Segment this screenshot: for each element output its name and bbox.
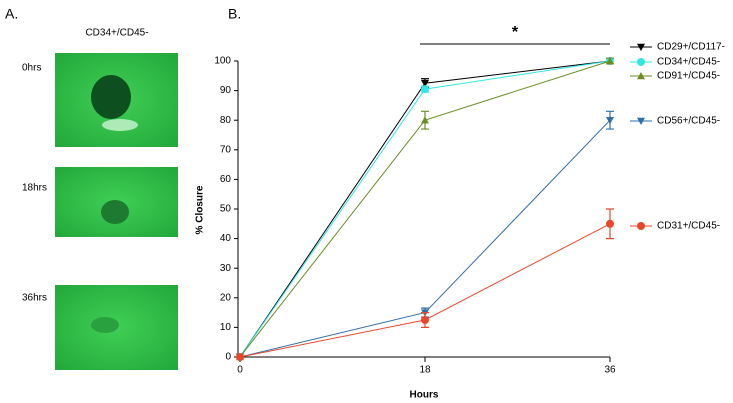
- y-tick-label: 20: [220, 292, 232, 303]
- marker: [606, 117, 614, 125]
- marker: [421, 80, 429, 88]
- y-tick-label: 30: [220, 263, 232, 274]
- legend-label: CD29+/CD117-: [657, 42, 725, 53]
- series-line: [239, 223, 611, 358]
- panel-title: CD34+/CD45-: [85, 28, 148, 39]
- legend-marker: [637, 72, 645, 80]
- y-tick-label: 90: [220, 85, 232, 96]
- y-tick-label: 80: [220, 115, 232, 126]
- y-axis-title: % Closure: [195, 185, 206, 234]
- x-axis-title: Hours: [410, 390, 439, 401]
- wound-edge: [102, 119, 138, 131]
- marker: [236, 353, 244, 361]
- marker: [421, 116, 429, 124]
- row-label: 36hrs: [22, 293, 47, 304]
- x-tick-label: 0: [237, 365, 243, 376]
- y-tick-label: 40: [220, 233, 232, 244]
- legend-label: CD31+/CD45-: [657, 221, 720, 232]
- row-label: 0hrs: [22, 63, 41, 74]
- row-label: 18hrs: [22, 183, 47, 194]
- y-tick-label: 70: [220, 144, 232, 155]
- legend-label: CD56+/CD45-: [657, 116, 720, 127]
- y-tick-label: 60: [220, 174, 232, 185]
- legend-label: CD91+/CD45-: [657, 71, 720, 82]
- x-tick-label: 18: [419, 365, 431, 376]
- panel-label: A.: [5, 6, 18, 22]
- marker: [421, 316, 429, 324]
- wound: [91, 317, 119, 333]
- panel-label: B.: [228, 6, 241, 22]
- legend-marker: [637, 43, 645, 51]
- marker: [421, 85, 429, 94]
- marker: [606, 57, 614, 65]
- x-tick-label: 36: [604, 365, 616, 376]
- wound: [91, 75, 131, 119]
- y-tick-label: 50: [220, 204, 232, 215]
- legend-marker: [637, 117, 645, 125]
- marker: [606, 219, 614, 228]
- wound: [101, 200, 129, 224]
- significance-mark: *: [512, 24, 519, 41]
- legend-marker: [637, 222, 645, 230]
- y-tick-label: 100: [214, 56, 231, 67]
- legend-marker: [637, 58, 645, 66]
- legend-label: CD34+/CD45-: [657, 57, 720, 68]
- y-tick-label: 0: [225, 352, 231, 363]
- y-tick-label: 10: [220, 322, 232, 333]
